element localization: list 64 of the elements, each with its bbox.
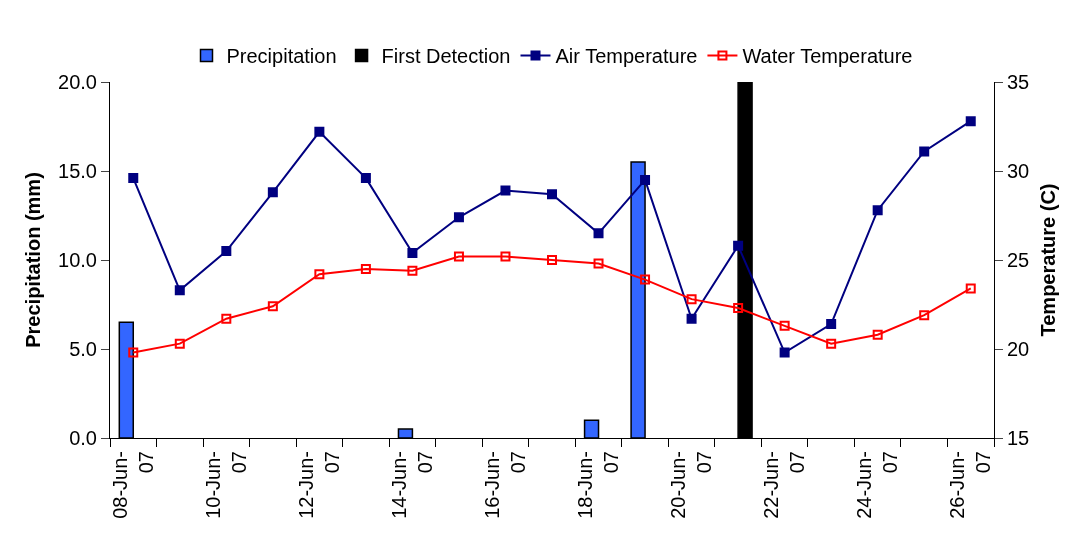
- x-tick-label: 26-Jun-07: [946, 451, 995, 519]
- point: [640, 174, 651, 185]
- y-tick-label: 10.0: [58, 249, 97, 271]
- point: [500, 251, 511, 262]
- legend-label: Water Temperature: [742, 45, 913, 68]
- legend-label: First Detection: [381, 45, 511, 68]
- x-tick-label: 22-Jun-07: [760, 451, 809, 519]
- y2-tick-label: 35: [1007, 71, 1030, 93]
- y-axis-title: Precipitation (mm): [21, 172, 44, 348]
- point: [267, 301, 278, 312]
- y2-axis-title: Temperature (C): [1036, 183, 1059, 337]
- y-tick-label: 5.0: [69, 338, 97, 360]
- point: [965, 283, 976, 294]
- legend-label: Air Temperature: [555, 45, 698, 68]
- point: [919, 310, 930, 321]
- point: [826, 338, 837, 349]
- point: [965, 116, 976, 127]
- point: [407, 265, 418, 276]
- point: [174, 338, 185, 349]
- x-tick-label: 20-Jun-07: [667, 451, 716, 519]
- point: [267, 187, 278, 198]
- point: [686, 313, 697, 324]
- point: [733, 303, 744, 314]
- point: [919, 146, 930, 157]
- y-tick-label: 20.0: [58, 71, 97, 93]
- point: [453, 212, 464, 223]
- legend-label: Precipitation: [226, 45, 337, 68]
- point: [640, 274, 651, 285]
- point: [872, 329, 883, 340]
- x-tick-label: 14-Jun-07: [387, 451, 436, 519]
- x-tick-label: 24-Jun-07: [853, 451, 902, 519]
- point: [221, 246, 232, 257]
- point: [314, 126, 325, 137]
- point: [547, 255, 557, 265]
- point: [314, 269, 325, 280]
- point: [872, 205, 883, 216]
- point: [826, 319, 837, 330]
- y2-tick-label: 15: [1007, 427, 1030, 449]
- y-tick-label: 15.0: [58, 160, 97, 182]
- y2-tick-label: 25: [1007, 249, 1030, 271]
- point: [407, 247, 418, 258]
- x-tick-label: 16-Jun-07: [480, 451, 529, 519]
- point: [593, 228, 604, 239]
- point: [593, 258, 604, 269]
- point: [547, 189, 557, 200]
- x-tick-label: 10-Jun-07: [201, 451, 250, 519]
- point: [779, 347, 790, 358]
- y2-tick-label: 30: [1007, 160, 1030, 182]
- point: [686, 294, 697, 305]
- point: [174, 285, 185, 296]
- y-tick-label: 0.0: [69, 427, 97, 449]
- x-tick-label: 08-Jun-07: [108, 451, 157, 519]
- point: [221, 313, 232, 324]
- point: [500, 185, 511, 196]
- point: [733, 240, 744, 251]
- point: [453, 251, 464, 262]
- point: [128, 347, 139, 358]
- point: [128, 173, 139, 184]
- point: [360, 263, 371, 274]
- point: [779, 320, 790, 331]
- x-tick-label: 12-Jun-07: [294, 451, 343, 519]
- x-tick-label: 18-Jun-07: [574, 451, 623, 519]
- point: [360, 173, 371, 184]
- y2-tick-label: 20: [1007, 338, 1030, 360]
